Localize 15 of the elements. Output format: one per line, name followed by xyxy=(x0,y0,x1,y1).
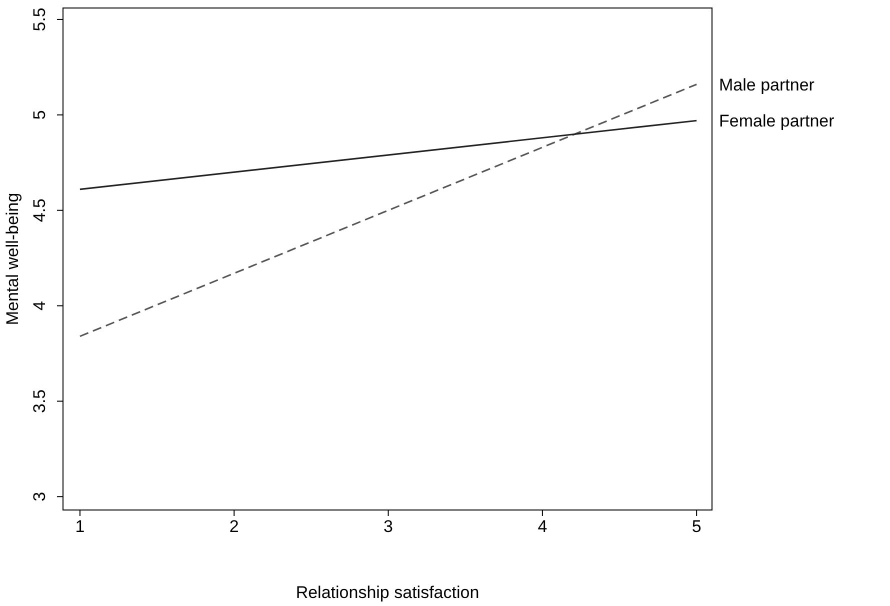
x-tick-label: 1 xyxy=(75,517,85,536)
y-tick-label: 5 xyxy=(30,110,49,120)
series-label: Male partner xyxy=(719,75,815,94)
series-label: Female partner xyxy=(719,112,835,131)
y-tick-label: 4 xyxy=(30,301,49,310)
x-tick-label: 4 xyxy=(538,517,548,536)
x-tick-label: 2 xyxy=(229,517,239,536)
x-tick-label: 3 xyxy=(384,517,394,536)
x-tick-label: 5 xyxy=(692,517,702,536)
y-tick-label: 3 xyxy=(30,492,49,502)
y-axis-title: Mental well-being xyxy=(3,192,22,326)
y-tick-label: 3.5 xyxy=(30,389,49,414)
y-tick-label: 4.5 xyxy=(30,198,49,222)
y-tick-label: 5.5 xyxy=(30,8,49,32)
x-axis-title: Relationship satisfaction xyxy=(296,583,480,602)
